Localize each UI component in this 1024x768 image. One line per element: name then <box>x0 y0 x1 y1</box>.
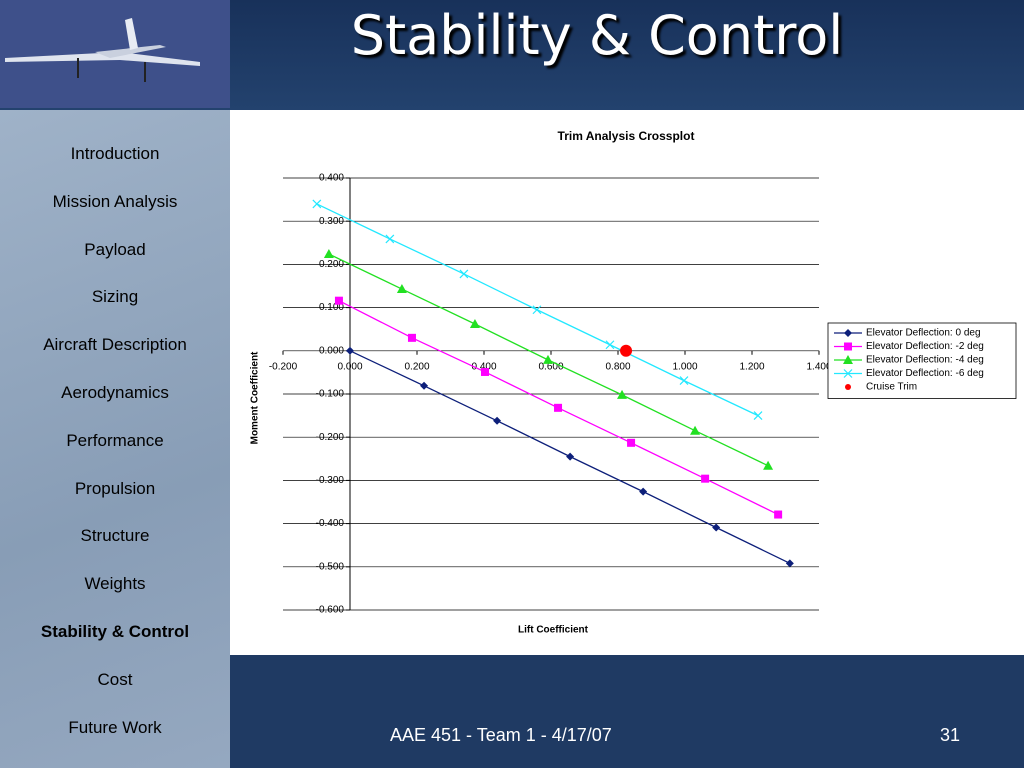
fuselage <box>95 45 166 58</box>
marker <box>620 344 633 357</box>
sidebar: Introduction Mission Analysis Payload Sizin… <box>0 110 230 768</box>
marker <box>323 249 334 259</box>
marker <box>566 452 575 461</box>
y-tick-label: -0.400 <box>316 518 345 529</box>
nav-item[interactable]: Introduction <box>70 144 160 163</box>
nav-item[interactable]: Aerodynamics <box>61 383 169 402</box>
x-tick-label: 0.000 <box>337 361 362 372</box>
tail <box>125 18 138 50</box>
y-axis-label: Moment Coefficient <box>250 351 261 444</box>
marker <box>481 367 490 376</box>
logo <box>0 0 230 108</box>
legend-marker <box>845 384 851 390</box>
marker <box>712 523 721 532</box>
x-tick-label: 1.000 <box>672 361 697 372</box>
legend-label: Elevator Deflection: -4 deg <box>866 355 984 366</box>
x-tick-label: 1.200 <box>739 361 764 372</box>
chart-area: Trim Analysis Crossplot Lift Coefficient M… <box>230 110 1024 655</box>
nav-item[interactable]: Aircraft Description <box>43 335 187 355</box>
nav-item[interactable]: Stability & Control <box>40 622 190 641</box>
y-tick-label: -0.500 <box>316 561 345 572</box>
chart: Trim Analysis Crossplot Lift Coefficient M… <box>250 129 1017 636</box>
legend-marker <box>843 369 853 378</box>
legend-marker <box>844 342 852 351</box>
legend-marker <box>844 329 852 337</box>
y-tick-label: -0.200 <box>316 432 345 443</box>
chart-title: Trim Analysis Crossplot <box>558 129 695 143</box>
plane-icon <box>5 18 200 82</box>
marker <box>532 305 542 315</box>
marker <box>639 487 648 496</box>
x-tick-label: 0.200 <box>404 361 429 372</box>
nav-item[interactable]: Weights <box>84 574 146 594</box>
y-tick-label: 0.000 <box>319 345 344 356</box>
nav-item[interactable]: Cost <box>97 669 133 689</box>
marker <box>312 199 322 209</box>
x-tick-label: 1.400 <box>806 361 831 372</box>
y-tick-label: 0.300 <box>319 216 344 227</box>
nav-item[interactable]: Structure <box>80 526 150 546</box>
wing <box>5 52 200 66</box>
marker <box>385 234 395 244</box>
marker <box>774 510 783 519</box>
marker <box>753 411 763 421</box>
marker <box>763 460 774 470</box>
nav-item[interactable]: Propulsion <box>74 478 156 498</box>
marker <box>346 346 354 355</box>
marker <box>459 269 469 279</box>
y-tick-label: -0.300 <box>316 475 345 486</box>
y-tick-label: 0.100 <box>319 302 344 313</box>
marker <box>554 403 563 412</box>
legend-label: Elevator Deflection: -2 deg <box>866 341 984 352</box>
footer: AAE 451 - Team 1 - 4/17/07 <box>390 725 612 745</box>
y-tick-label: -0.100 <box>316 389 345 400</box>
marker <box>605 340 615 350</box>
legend-label: Elevator Deflection: -6 deg <box>866 368 984 379</box>
x-tick-label: -0.200 <box>269 361 298 372</box>
marker <box>420 381 429 390</box>
x-tick-label: 0.800 <box>605 361 630 372</box>
marker <box>785 559 794 568</box>
legend-label: Cruise Trim <box>866 382 917 393</box>
nav-item[interactable]: Sizing <box>91 287 139 307</box>
y-tick-label: 0.200 <box>319 259 344 270</box>
marker <box>493 416 502 425</box>
legend-label: Elevator Deflection: 0 deg <box>866 328 981 339</box>
marker <box>701 474 710 483</box>
marker <box>469 319 480 329</box>
nav-item[interactable]: Payload <box>84 239 146 259</box>
nav-item[interactable]: Future Work <box>68 717 162 737</box>
marker <box>407 333 416 342</box>
x-tick-label: 0.600 <box>538 361 563 372</box>
page-number: 31 <box>940 725 961 745</box>
y-tick-label: 0.400 <box>319 173 344 184</box>
x-tick-label: 0.400 <box>471 361 496 372</box>
y-tick-label: -0.600 <box>316 605 345 616</box>
x-axis-label: Lift Coefficient <box>518 625 589 636</box>
nav-item[interactable]: Performance <box>66 430 164 450</box>
marker <box>679 376 689 386</box>
legend-marker <box>843 355 853 364</box>
marker <box>542 354 553 364</box>
slide-title: Stability & Control <box>350 4 844 67</box>
marker <box>690 425 701 435</box>
marker <box>617 389 628 399</box>
legend-box <box>827 322 1017 399</box>
nav-item[interactable]: Mission Analysis <box>52 191 178 211</box>
marker <box>627 438 636 447</box>
marker <box>396 284 407 294</box>
marker <box>334 296 343 305</box>
